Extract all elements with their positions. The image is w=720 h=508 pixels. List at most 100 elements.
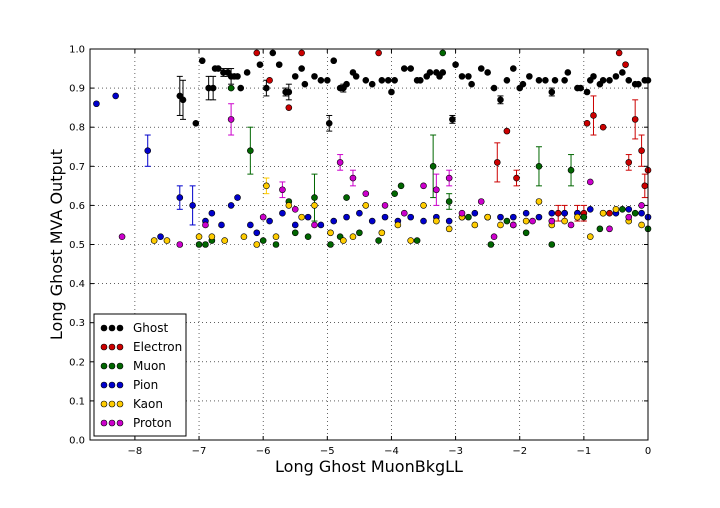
data-point-ghost (179, 96, 187, 104)
legend-marker-muon (100, 362, 108, 370)
data-point-pion (234, 194, 241, 201)
data-point-ghost (388, 88, 395, 96)
data-point-ghost (285, 88, 293, 96)
data-point-proton (227, 116, 235, 123)
data-point-kaon (420, 202, 427, 209)
x-tick-label: −1 (576, 446, 591, 457)
data-point-ghost (439, 69, 447, 76)
data-point-muon (397, 182, 405, 190)
legend-label-proton: Proton (133, 416, 172, 430)
data-point-ghost (400, 65, 408, 72)
data-point-kaon (574, 213, 581, 221)
data-point-ghost (477, 65, 485, 72)
data-point-ghost (368, 80, 376, 88)
data-point-proton (510, 221, 517, 229)
data-point-electron (631, 116, 639, 123)
data-point-ghost (426, 69, 434, 76)
data-point-pion (510, 213, 517, 221)
data-point-kaon (208, 233, 216, 240)
data-point-muon (327, 241, 334, 248)
data-point-proton (586, 178, 594, 186)
x-tick-label: −5 (320, 446, 335, 457)
data-point-muon (259, 237, 267, 244)
data-point-electron (503, 127, 511, 135)
data-point-proton (477, 198, 485, 205)
legend-marker-proton (116, 419, 124, 427)
data-point-pion (471, 209, 479, 217)
x-tick-label: −4 (384, 446, 399, 457)
legend-item-pion: Pion (100, 378, 158, 392)
legend-item-ghost: Ghost (100, 321, 168, 335)
data-point-electron (590, 112, 597, 119)
data-point-pion (279, 209, 286, 217)
data-point-ghost (352, 73, 360, 80)
data-point-muon (343, 194, 350, 201)
data-point-ghost (519, 80, 527, 88)
data-point-ghost (311, 73, 318, 80)
data-point-kaon (471, 221, 479, 229)
y-tick-label: 0.6 (69, 201, 85, 212)
legend-item-muon: Muon (100, 359, 166, 373)
data-point-pion (330, 217, 338, 225)
data-point-electron (625, 159, 633, 166)
legend-marker-kaon (100, 400, 108, 408)
data-point-pion (317, 221, 325, 229)
series-proton (118, 103, 645, 248)
data-point-muon (304, 233, 312, 240)
data-point-electron (599, 123, 607, 131)
data-point-kaon (221, 237, 228, 244)
data-point-ghost (458, 73, 466, 80)
x-tick-label: 0 (645, 446, 651, 457)
data-point-kaon (612, 206, 620, 213)
data-point-ghost (343, 80, 350, 88)
data-point-ghost (407, 65, 414, 72)
data-point-ghost (417, 76, 424, 84)
data-point-pion (176, 194, 184, 201)
series-layer (93, 49, 652, 248)
data-point-ghost (330, 57, 338, 65)
data-point-electron (375, 49, 382, 57)
data-point-kaon (150, 237, 158, 244)
data-point-proton (202, 221, 209, 229)
data-point-pion (548, 209, 556, 217)
data-point-muon (535, 163, 543, 170)
data-point-ghost (551, 76, 559, 84)
x-tick-label: −8 (128, 446, 143, 457)
tick-layer: −8 −7 −6 −5 −4 −3 −2 −1 0 0.0 0.1 0.2 0.3 0.4 0.5 0.6 0.… (69, 45, 651, 458)
legend-marker-proton (100, 419, 108, 427)
data-point-electron (253, 49, 261, 57)
data-point-proton (362, 190, 370, 197)
data-point-ghost (577, 84, 584, 92)
data-point-proton (259, 213, 267, 221)
data-point-ghost (298, 65, 305, 72)
data-point-electron (298, 49, 305, 57)
data-point-pion (266, 217, 273, 225)
data-point-pion (381, 213, 389, 221)
data-point-muon (503, 217, 511, 225)
data-point-ghost (625, 76, 633, 84)
data-point-pion (157, 233, 164, 240)
x-tick-label: −7 (192, 446, 207, 457)
data-point-pion (445, 217, 453, 225)
data-point-pion (304, 213, 312, 221)
data-point-ghost (497, 96, 504, 104)
legend-marker-electron (108, 343, 116, 351)
data-point-muon (429, 163, 437, 170)
data-point-ghost (510, 65, 517, 72)
series-ghost (176, 49, 652, 132)
legend-label-kaon: Kaon (133, 397, 163, 411)
data-point-ghost (535, 76, 543, 84)
data-point-proton (490, 233, 498, 240)
data-point-ghost (503, 76, 511, 84)
data-point-ghost (291, 73, 299, 80)
y-tick-label: 0.5 (69, 240, 85, 251)
data-point-kaon (484, 213, 491, 221)
legend-item-proton: Proton (100, 416, 172, 430)
data-point-kaon (327, 229, 334, 237)
data-point-pion (144, 147, 152, 154)
legend-marker-proton (108, 419, 116, 427)
data-point-ghost (384, 76, 392, 84)
data-point-ghost (548, 88, 556, 96)
data-point-muon (631, 209, 639, 217)
data-point-muon (567, 166, 575, 174)
